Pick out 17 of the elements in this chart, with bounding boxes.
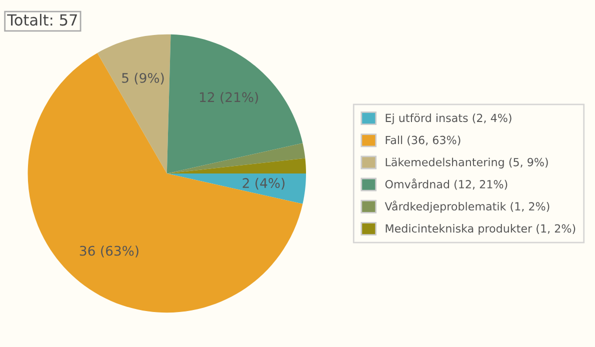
legend-label: Medicintekniska produkter (1, 2%) (386, 224, 576, 235)
pie-slice (166, 158, 306, 174)
pie-slice (166, 143, 306, 174)
legend-label: Ej utförd insats (2, 4%) (386, 114, 512, 124)
data-label: 36 (63%) (80, 246, 138, 258)
pie-slice (28, 53, 303, 313)
data-label: 12 (21%) (200, 92, 258, 104)
pie-slice (166, 174, 306, 204)
data-label: 5 (9%) (122, 72, 164, 84)
data-label: 2 (4%) (242, 178, 284, 190)
pie-slice (166, 34, 303, 174)
legend-label: Fall (36, 63%) (386, 136, 460, 146)
legend-label: Omvårdnad (12, 21%) (385, 178, 508, 190)
chart-title: Totalt: 57 (7, 14, 77, 26)
pie-slice (97, 34, 171, 174)
legend-label: Vårdkedjeproblematik (1, 2%) (384, 200, 550, 213)
legend-label: Läkemedelshantering (5, 9%) (386, 158, 548, 168)
